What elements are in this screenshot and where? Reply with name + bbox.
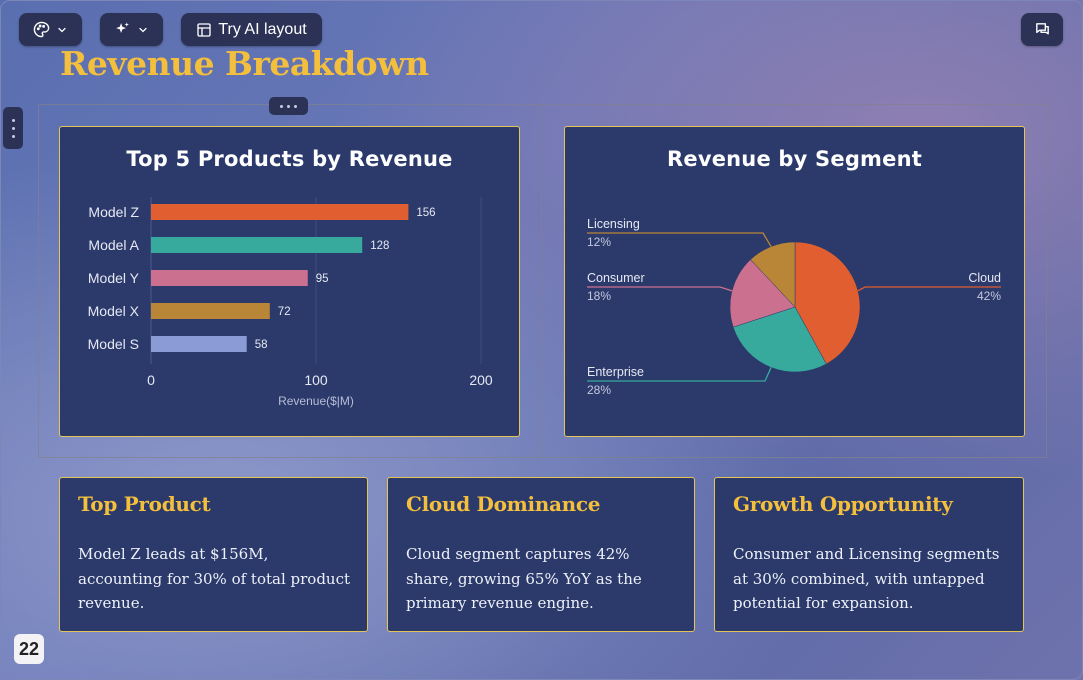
chevron-down-icon <box>56 24 68 36</box>
info-card-cloud-dominance[interactable]: Cloud Dominance Cloud segment captures 4… <box>387 477 695 632</box>
info-card-text: Consumer and Licensing segments at 30% c… <box>733 545 1000 612</box>
slide-title[interactable]: Revenue Breakdown <box>60 44 429 83</box>
y-tick-label: Model Z <box>88 204 139 220</box>
theme-button[interactable] <box>19 13 82 46</box>
bar-chart-title: Top 5 Products by Revenue <box>126 147 453 171</box>
chat-icon <box>1034 21 1051 38</box>
bar <box>151 237 363 253</box>
data-label: 128 <box>370 240 389 252</box>
x-tick-label: 100 <box>304 372 328 388</box>
pie-chart-title: Revenue by Segment <box>667 147 922 171</box>
data-label: 72 <box>278 306 291 318</box>
info-card-text: Cloud segment captures 42% share, growin… <box>406 545 642 612</box>
slice-label: Enterprise <box>587 365 644 379</box>
palette-icon <box>33 21 50 38</box>
pie-slice <box>729 259 796 328</box>
y-tick-label: Model X <box>88 303 140 319</box>
block-handle-icon[interactable] <box>3 107 23 149</box>
info-card-title: Cloud Dominance <box>406 492 601 516</box>
leader-line <box>587 367 772 382</box>
chevron-down-icon <box>137 24 149 36</box>
layout-icon <box>196 22 212 38</box>
drag-handle-icon[interactable] <box>269 97 308 115</box>
slice-percent: 12% <box>587 235 611 249</box>
y-tick-label: Model Y <box>88 270 140 286</box>
data-label: 58 <box>255 339 268 351</box>
slice-percent: 42% <box>977 289 1001 303</box>
pie-chart-card[interactable]: Revenue by Segment Cloud 42% Enterprise 28%… <box>564 126 1025 437</box>
page-number: 22 <box>14 634 44 664</box>
try-ai-layout-label: Try AI layout <box>218 20 307 38</box>
leader-line <box>587 232 772 247</box>
x-axis-label: Revenue($|M) <box>278 394 354 408</box>
selection-outline <box>38 104 1047 458</box>
x-tick-label: 0 <box>147 372 155 388</box>
info-card-top-product[interactable]: Top Product Model Z leads at $156M, acco… <box>59 477 368 632</box>
bar-chart-card[interactable]: Top 5 Products by Revenue Model Z 156 Mode… <box>59 126 520 437</box>
slice-percent: 28% <box>587 383 611 397</box>
slice-label: Cloud <box>968 271 1001 285</box>
x-tick-label: 200 <box>469 372 493 388</box>
bar <box>151 270 308 286</box>
data-label: 95 <box>316 273 329 285</box>
selection-divider <box>541 104 542 456</box>
slice-label: Licensing <box>587 217 640 231</box>
info-card-growth-opportunity[interactable]: Growth Opportunity Consumer and Licensin… <box>714 477 1024 632</box>
info-card-title: Growth Opportunity <box>733 492 953 516</box>
y-tick-label: Model S <box>88 336 139 352</box>
slice-label: Consumer <box>587 271 645 285</box>
bar <box>151 303 270 319</box>
sparkles-icon <box>114 21 131 38</box>
pie-chart: Cloud 42% Enterprise 28% Consumer 18% Licensin… <box>587 217 1001 397</box>
info-card-text: Model Z leads at $156M, accounting for 3… <box>78 545 351 612</box>
try-ai-layout-button[interactable]: Try AI layout <box>181 13 322 46</box>
bar <box>151 336 247 352</box>
slice-percent: 18% <box>587 289 611 303</box>
comments-button[interactable] <box>1021 13 1063 46</box>
data-label: 156 <box>416 207 435 219</box>
ai-button[interactable] <box>100 13 163 46</box>
bar <box>151 204 409 220</box>
leader-line <box>857 286 1001 292</box>
leader-line <box>587 286 733 292</box>
y-tick-label: Model A <box>88 237 139 253</box>
bar-chart: Model Z 156 Model A 128 Model Y 95 Model X 72 Mo… <box>88 197 493 408</box>
info-card-title: Top Product <box>78 492 211 516</box>
